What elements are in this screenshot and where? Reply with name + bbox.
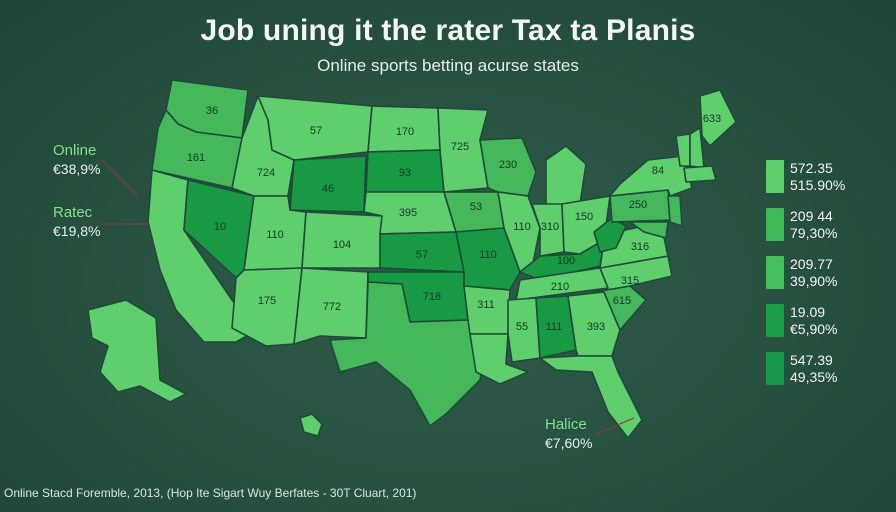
legend-percent: 79,30% — [790, 225, 838, 241]
state-ak — [87, 299, 187, 403]
state-nd-label: 170 — [396, 126, 414, 138]
state-va-label: 316 — [631, 241, 649, 253]
legend-swatch — [766, 208, 784, 241]
source-footnote: Online Stacd Foremble, 2013, (Hop Ite Si… — [4, 486, 417, 500]
legend-swatch — [766, 256, 784, 289]
state-wi-label: 230 — [499, 159, 517, 171]
state-mi — [545, 145, 587, 207]
state-wv — [593, 217, 627, 253]
state-ma — [683, 165, 717, 183]
halice-leader-line — [595, 417, 635, 435]
legend-value: 209.77 — [790, 256, 833, 272]
legend-swatch — [766, 352, 784, 385]
state-il-label: 110 — [513, 221, 531, 233]
state-pa-label: 250 — [629, 199, 647, 211]
state-tn-label: 210 — [551, 281, 569, 293]
annotation-halice: Halice €7,60% — [545, 416, 592, 452]
legend-value: 572.35 — [790, 160, 833, 176]
state-nc-label: 315 — [621, 275, 639, 287]
state-mn-label: 725 — [451, 141, 469, 153]
state-md — [629, 221, 669, 239]
state-me — [699, 89, 737, 147]
state-nj — [667, 195, 683, 227]
legend-item: 19.09 €5,90% — [766, 304, 886, 352]
state-mt-label: 57 — [310, 125, 322, 137]
legend: 572.35 515.90% 209 44 79,30% 209.77 39,9… — [766, 160, 886, 400]
legend-item: 209 44 79,30% — [766, 208, 886, 256]
online-leader-line — [101, 159, 139, 197]
state-me-label: 633 — [703, 113, 721, 125]
state-ia-label: 53 — [470, 201, 482, 213]
state-ny — [609, 155, 693, 197]
state-sc-label: 615 — [613, 295, 631, 307]
state-co-label: 104 — [333, 239, 351, 251]
legend-swatch — [766, 304, 784, 337]
annotation-rated: Ratec €19,8% — [53, 204, 100, 240]
legend-swatch — [766, 160, 784, 193]
map-subtitle: Online sports betting acurse states — [317, 56, 579, 75]
annotation-halice-label: Halice — [545, 416, 587, 433]
state-in-label: 310 — [541, 221, 559, 233]
state-nm — [293, 267, 369, 345]
annotation-rated-value: €19,8% — [53, 223, 101, 239]
legend-percent: 515.90% — [790, 177, 846, 193]
state-ne-label: 395 — [399, 207, 417, 219]
state-al-label: 111 — [546, 321, 563, 333]
state-ms — [507, 297, 541, 363]
state-sd-label: 93 — [399, 167, 411, 179]
state-ny-label: 84 — [652, 165, 664, 177]
state-mo-label: 110 — [479, 249, 497, 261]
state-ar-label: 311 — [477, 299, 495, 311]
state-az-label: 175 — [258, 295, 276, 307]
state-hi — [299, 413, 323, 437]
annotation-online: Online €38,9% — [53, 142, 100, 178]
map-title: Job uning it the rater Tax ta Planis — [200, 14, 696, 47]
legend-percent: 49,35% — [790, 369, 838, 385]
legend-item: 572.35 515.90% — [766, 160, 886, 208]
state-ks-label: 57 — [416, 249, 428, 261]
legend-value: 19.09 — [790, 304, 826, 320]
legend-item: 547.39 49,35% — [766, 352, 886, 400]
state-ok-label: 718 — [423, 291, 441, 303]
state-wa-label: 36 — [206, 105, 218, 117]
state-id-label: 724 — [257, 167, 275, 179]
state-oh-label: 150 — [575, 211, 593, 223]
state-ky-label: 100 — [557, 255, 575, 267]
state-ut-label: 110 — [266, 229, 284, 241]
state-nm-label: 772 — [323, 301, 341, 313]
legend-item: 209.77 39,90% — [766, 256, 886, 304]
legend-value: 547.39 — [790, 352, 833, 368]
annotation-rated-label: Ratec — [53, 204, 93, 221]
state-nv-label: 10 — [214, 221, 226, 233]
legend-value: 209 44 — [790, 208, 833, 224]
annotation-halice-value: €7,60% — [545, 435, 593, 451]
annotation-online-label: Online — [53, 142, 97, 159]
state-wy-label: 46 — [322, 183, 334, 195]
state-ga-label: 393 — [587, 321, 605, 333]
legend-percent: €5,90% — [790, 321, 838, 337]
annotation-online-value: €38,9% — [53, 161, 101, 177]
state-or-label: 161 — [187, 152, 205, 164]
state-tx — [329, 281, 489, 427]
state-fl — [539, 355, 643, 439]
state-ms-label: 55 — [516, 321, 528, 333]
state-in — [531, 203, 565, 257]
legend-percent: 39,90% — [790, 273, 838, 289]
state-az — [231, 267, 303, 347]
